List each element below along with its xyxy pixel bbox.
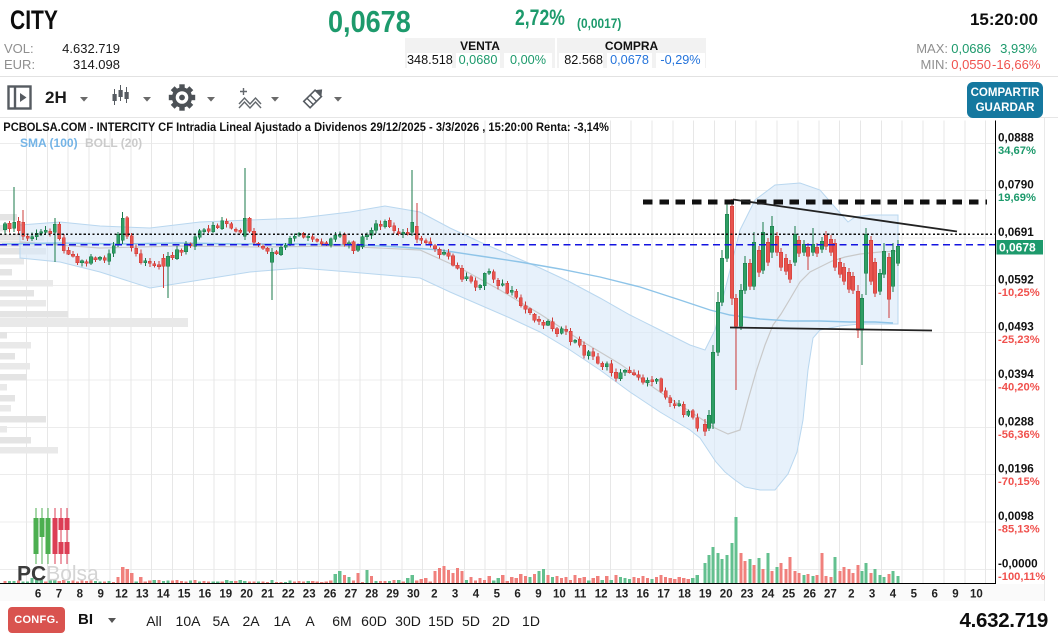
svg-text:13: 13 [136, 589, 149, 601]
svg-text:6: 6 [514, 589, 520, 601]
svg-text:34,67%: 34,67% [998, 145, 1036, 157]
svg-text:9: 9 [535, 589, 541, 601]
svg-text:17: 17 [657, 589, 670, 601]
svg-text:12: 12 [595, 589, 608, 601]
svg-text:0,0288: 0,0288 [998, 415, 1034, 428]
svg-text:0,0196: 0,0196 [998, 463, 1034, 476]
svg-text:-70,15%: -70,15% [998, 476, 1040, 488]
svg-text:-85,13%: -85,13% [998, 523, 1040, 535]
svg-text:0,0592: 0,0592 [998, 273, 1034, 286]
svg-text:0,0888: 0,0888 [998, 131, 1034, 144]
svg-text:13: 13 [616, 589, 629, 601]
svg-text:0,0691: 0,0691 [998, 226, 1034, 239]
svg-text:0,0394: 0,0394 [998, 368, 1034, 381]
svg-text:2: 2 [848, 589, 854, 601]
svg-text:3: 3 [452, 589, 458, 601]
svg-text:10: 10 [553, 589, 566, 601]
svg-text:22: 22 [282, 589, 295, 601]
svg-text:16: 16 [199, 589, 212, 601]
svg-text:3: 3 [869, 589, 875, 601]
svg-text:4: 4 [473, 589, 480, 601]
svg-text:5: 5 [494, 589, 501, 601]
svg-text:PCBOLSA.COM - INTERCITY CF Int: PCBOLSA.COM - INTERCITY CF Intradia Line… [3, 121, 609, 135]
svg-text:4: 4 [890, 589, 897, 601]
svg-text:18: 18 [678, 589, 691, 601]
svg-text:6: 6 [35, 589, 41, 601]
svg-text:23: 23 [303, 589, 316, 601]
svg-text:8: 8 [77, 589, 84, 601]
svg-text:9: 9 [97, 589, 103, 601]
svg-text:27: 27 [824, 589, 837, 601]
svg-text:11: 11 [574, 589, 587, 601]
svg-text:0,0790: 0,0790 [998, 179, 1034, 192]
svg-text:2: 2 [431, 589, 437, 601]
svg-text:BOLL (20): BOLL (20) [85, 136, 142, 150]
svg-text:7: 7 [56, 589, 62, 601]
svg-text:0,0493: 0,0493 [998, 321, 1034, 334]
svg-text:27: 27 [345, 589, 358, 601]
svg-text:-40,20%: -40,20% [998, 381, 1040, 393]
svg-text:26: 26 [803, 589, 816, 601]
svg-text:14: 14 [157, 589, 170, 601]
svg-text:16: 16 [636, 589, 649, 601]
svg-text:21: 21 [261, 589, 274, 601]
svg-text:0,0098: 0,0098 [998, 510, 1034, 523]
svg-text:20: 20 [240, 589, 253, 601]
svg-text:-100,11%: -100,11% [998, 571, 1045, 583]
svg-text:20: 20 [720, 589, 733, 601]
svg-text:SMA (100): SMA (100) [20, 136, 78, 150]
svg-text:-0,0000: -0,0000 [998, 557, 1038, 570]
svg-text:PCBolsa: PCBolsa [17, 563, 99, 586]
svg-text:30: 30 [407, 589, 420, 601]
svg-text:-56,36%: -56,36% [998, 429, 1040, 441]
svg-text:26: 26 [324, 589, 337, 601]
svg-text:9: 9 [952, 589, 958, 601]
svg-text:-10,25%: -10,25% [998, 287, 1040, 299]
svg-text:23: 23 [741, 589, 754, 601]
svg-text:19: 19 [219, 589, 232, 601]
svg-text:5: 5 [911, 589, 918, 601]
svg-text:29: 29 [386, 589, 399, 601]
svg-text:0,0678: 0,0678 [999, 241, 1036, 255]
svg-text:19: 19 [699, 589, 712, 601]
svg-text:24: 24 [762, 589, 775, 601]
svg-text:25: 25 [782, 589, 795, 601]
svg-text:15: 15 [178, 589, 191, 601]
svg-text:10: 10 [970, 589, 983, 601]
svg-text:28: 28 [365, 589, 378, 601]
svg-text:6: 6 [931, 589, 937, 601]
svg-text:-25,23%: -25,23% [998, 334, 1040, 346]
svg-text:19,69%: 19,69% [998, 192, 1036, 204]
svg-text:12: 12 [115, 589, 128, 601]
